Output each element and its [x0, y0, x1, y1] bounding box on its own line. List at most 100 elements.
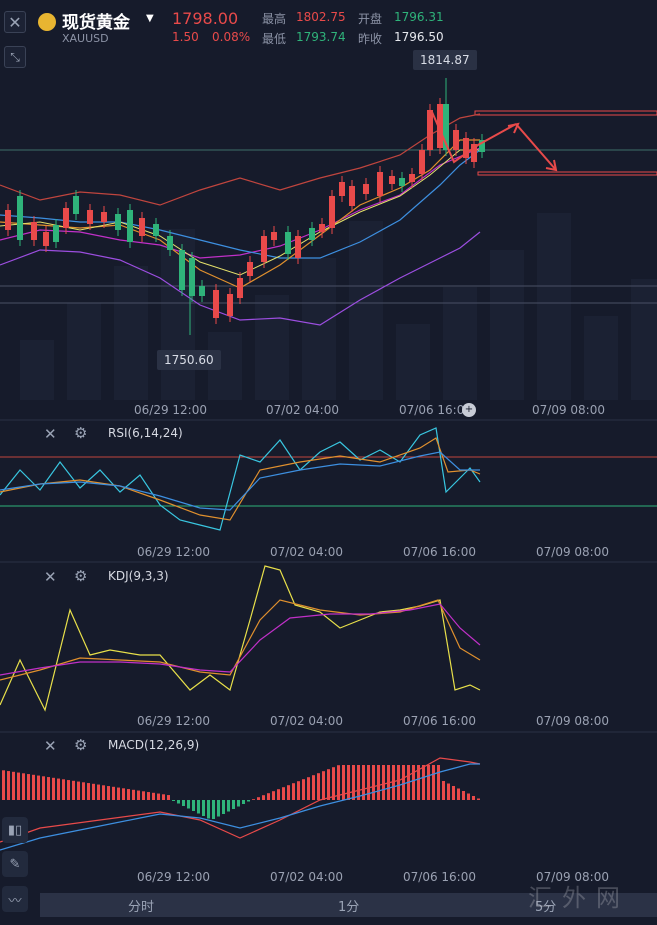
macd-histogram-bar: [7, 771, 10, 800]
open-label: 开盘: [358, 12, 383, 26]
candles-icon: ▮▯: [7, 822, 23, 838]
candle-body: [437, 104, 443, 148]
candle-body: [73, 196, 79, 214]
close-macd-icon[interactable]: ✕: [44, 737, 57, 755]
candle-body: [329, 196, 335, 228]
macd-histogram-bar: [237, 800, 240, 807]
macd-histogram-bar: [62, 779, 65, 800]
macd-dea-line: [0, 763, 480, 851]
draw-tool-button[interactable]: ✎: [2, 851, 28, 877]
macd-histogram-bar: [292, 783, 295, 800]
kdj-title: KDJ(9,3,3): [108, 569, 169, 583]
candle-body: [213, 290, 219, 318]
macd-histogram-bar: [322, 771, 325, 800]
main-x-tick: 07/09 08:00: [532, 403, 605, 417]
candle-body: [179, 250, 185, 290]
macd-histogram-bar: [312, 775, 315, 800]
macd-histogram-bar: [332, 767, 335, 800]
tab-1min[interactable]: 1分: [338, 900, 360, 915]
bg-building: [490, 250, 524, 400]
macd-histogram-bar: [382, 765, 385, 800]
macd-histogram-bar: [367, 765, 370, 800]
crosshair-handle[interactable]: +: [462, 403, 476, 417]
high-value: 1802.75: [296, 10, 346, 24]
kline-chart[interactable]: [0, 46, 657, 893]
macd-histogram-bar: [352, 765, 355, 800]
kdj-d-line: [0, 603, 481, 676]
macd-histogram-bar: [342, 765, 345, 800]
close-kdj-icon[interactable]: ✕: [44, 568, 57, 586]
ma-orange-line: [0, 139, 480, 289]
macd-histogram-bar: [477, 798, 480, 800]
kdj-x-tick: 07/02 04:00: [270, 714, 343, 728]
instrument-symbol: XAUUSD: [62, 32, 109, 45]
macd-histogram-bar: [432, 765, 435, 800]
arrowhead: [545, 159, 558, 172]
macd-histogram-bar: [277, 789, 280, 800]
candle-body: [389, 176, 395, 184]
macd-histogram-bar: [192, 800, 195, 811]
indicator-button[interactable]: 〰: [2, 886, 28, 912]
tab-5min[interactable]: 5分: [535, 900, 557, 915]
macd-histogram-bar: [262, 795, 265, 800]
bg-building: [537, 213, 571, 400]
candle-body: [339, 182, 345, 196]
kdj-x-tick: 07/06 16:00: [403, 714, 476, 728]
macd-histogram-bar: [422, 765, 425, 800]
close-button[interactable]: ✕: [4, 11, 26, 33]
main-x-tick: 06/29 12:00: [134, 403, 207, 417]
ma-yellow-line: [0, 149, 480, 276]
candle-body: [427, 110, 433, 150]
candle-body: [189, 258, 195, 296]
low-label: 最低: [262, 32, 287, 46]
macd-histogram-bar: [462, 791, 465, 800]
macd-histogram-bar: [442, 781, 445, 800]
candle-body: [199, 286, 205, 296]
candle-body: [127, 210, 133, 242]
instrument-name[interactable]: 现货黄金: [62, 13, 130, 33]
forecast-arrow-line: [431, 111, 517, 164]
macd-histogram-bar: [307, 777, 310, 800]
line-chart-icon: 〰: [8, 893, 22, 909]
macd-histogram-bar: [87, 783, 90, 800]
chevron-down-icon[interactable]: ▼: [146, 13, 154, 24]
rsi-x-tick: 07/06 16:00: [403, 545, 476, 559]
bg-building: [114, 266, 148, 400]
collapse-button[interactable]: ⤡: [4, 46, 26, 68]
macd-histogram-bar: [412, 765, 415, 800]
macd-histogram-bar: [327, 769, 330, 800]
candle-type-button[interactable]: ▮▯: [2, 817, 28, 843]
middle-band-line: [0, 147, 481, 259]
low-value: 1793.74: [296, 30, 346, 44]
rsi-x-tick: 06/29 12:00: [137, 545, 210, 559]
macd-histogram-bar: [27, 774, 30, 800]
macd-histogram-bar: [457, 788, 460, 800]
kdj-x-tick: 06/29 12:00: [137, 714, 210, 728]
candle-body: [349, 186, 355, 206]
rsi-settings-gear-icon[interactable]: ⚙: [74, 424, 88, 442]
macd-histogram-bar: [232, 800, 235, 809]
period-tabbar: 分时 1分 5分: [40, 893, 657, 917]
close-rsi-icon[interactable]: ✕: [44, 425, 57, 443]
macd-settings-gear-icon[interactable]: ⚙: [74, 736, 88, 754]
main-x-tick: 07/02 04:00: [266, 403, 339, 417]
last-price: 1798.00: [172, 9, 239, 28]
tab-timeshare[interactable]: 分时: [128, 900, 155, 915]
candle-body: [295, 236, 301, 258]
candle-body: [399, 178, 405, 186]
macd-histogram-bar: [2, 770, 5, 800]
macd-histogram-bar: [182, 800, 185, 806]
kdj-k-line: [0, 599, 481, 681]
min-price-label: 1750.60: [157, 350, 221, 370]
macd-histogram-bar: [397, 765, 400, 800]
macd-histogram-bar: [472, 796, 475, 800]
close-icon: ✕: [8, 12, 22, 32]
macd-dif-line: [0, 757, 481, 843]
main-x-tick: 07/06 16:00: [399, 403, 472, 417]
candle-body: [419, 150, 425, 174]
kdj-settings-gear-icon[interactable]: ⚙: [74, 567, 88, 585]
macd-histogram-bar: [202, 800, 205, 816]
candle-body: [227, 294, 233, 316]
macd-x-tick: 07/06 16:00: [403, 870, 476, 884]
macd-x-tick: 07/09 08:00: [536, 870, 609, 884]
